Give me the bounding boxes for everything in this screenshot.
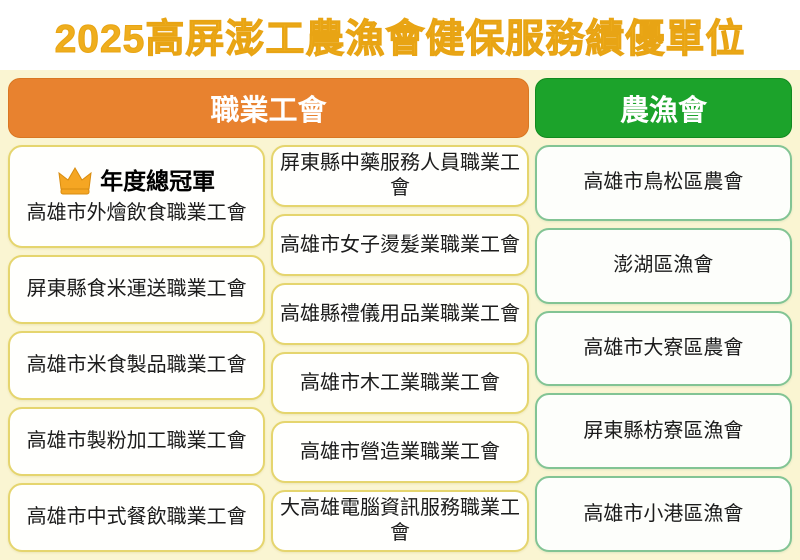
union-card: 高雄市木工業職業工會 — [271, 352, 529, 414]
farm-card: 高雄市鳥松區農會 — [534, 145, 792, 221]
farm-card: 澎湖區漁會 — [534, 227, 792, 304]
farm-card: 屏東縣枋寮區漁會 — [534, 393, 792, 470]
union-card: 高雄市製粉加工職業工會 — [8, 406, 266, 476]
union-card: 高雄市米食製品職業工會 — [8, 330, 266, 400]
union-card: 大高雄電腦資訊服務職業工會 — [271, 490, 529, 552]
union-card: 高雄市營造業職業工會 — [271, 421, 529, 483]
header-row: 職業工會 農漁會 — [8, 78, 792, 138]
farm-card: 高雄市小港區漁會 — [534, 476, 792, 552]
union-column-2: 屏東縣中藥服務人員職業工會 高雄市女子燙髮業職業工會 高雄縣禮儀用品業職業工會 … — [271, 145, 529, 552]
union-card: 屏東縣中藥服務人員職業工會 — [271, 145, 529, 207]
page-title: 2025高屏澎工農漁會健保服務績優單位 — [54, 18, 746, 62]
champion-name: 高雄市外燴飲食職業工會 — [26, 201, 247, 224]
award-board: 職業工會 農漁會 年度總冠軍 高雄市外燴飲食職業工會 屏東縣食米運送職業工會 高… — [0, 70, 800, 560]
union-card: 高雄縣禮儀用品業職業工會 — [271, 283, 529, 345]
champion-badge: 年度總冠軍 — [58, 167, 215, 196]
union-header: 職業工會 — [8, 78, 529, 138]
union-card: 高雄市中式餐飲職業工會 — [8, 482, 266, 552]
champion-label: 年度總冠軍 — [100, 167, 216, 194]
union-card: 高雄市女子燙髮業職業工會 — [271, 214, 529, 276]
farm-card: 高雄市大寮區農會 — [534, 310, 792, 387]
farm-column: 高雄市鳥松區農會 澎湖區漁會 高雄市大寮區農會 屏東縣枋寮區漁會 高雄市小港區漁… — [534, 145, 792, 552]
union-card: 屏東縣食米運送職業工會 — [8, 254, 266, 324]
champion-card: 年度總冠軍 高雄市外燴飲食職業工會 — [8, 145, 266, 248]
union-column-1: 年度總冠軍 高雄市外燴飲食職業工會 屏東縣食米運送職業工會 高雄市米食製品職業工… — [8, 145, 266, 552]
columns: 年度總冠軍 高雄市外燴飲食職業工會 屏東縣食米運送職業工會 高雄市米食製品職業工… — [8, 145, 792, 552]
crown-icon — [58, 167, 92, 195]
farm-header: 農漁會 — [535, 78, 792, 138]
